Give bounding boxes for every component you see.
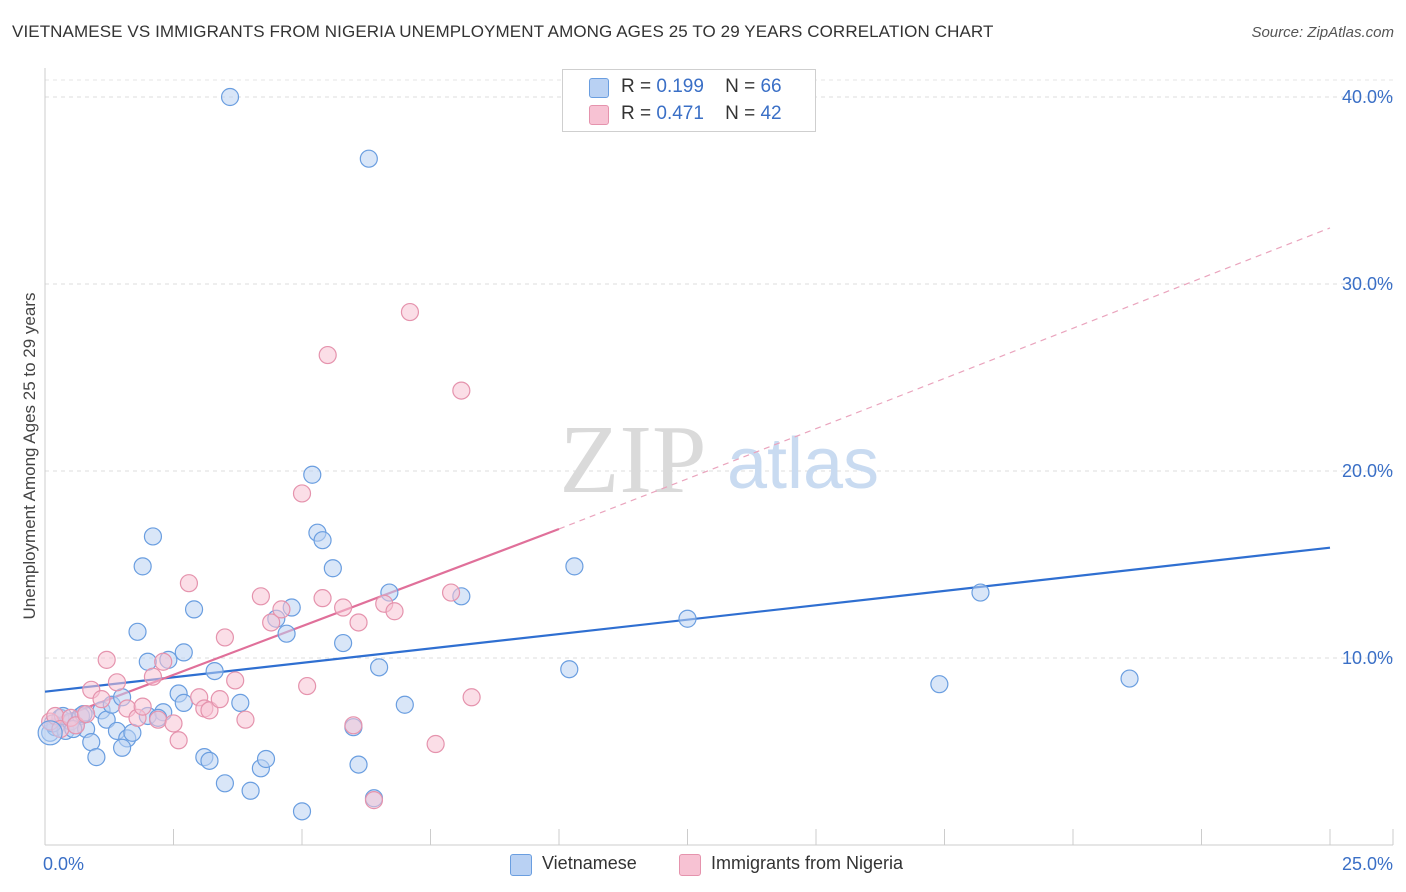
point-nigeria — [200, 701, 219, 720]
point-nigeria — [77, 704, 96, 724]
point-nigeria — [349, 613, 368, 632]
point-vietnamese — [200, 751, 219, 770]
point-nigeria — [426, 734, 445, 754]
point-vietnamese — [87, 748, 106, 767]
point-nigeria — [210, 690, 229, 709]
point-vietnamese — [241, 781, 260, 800]
point-vietnamese — [174, 643, 193, 662]
source-label: Source: ZipAtlas.com — [1251, 24, 1394, 41]
point-vietnamese — [349, 755, 368, 774]
point-nigeria — [334, 598, 353, 617]
watermark: ZIP atlas — [560, 406, 880, 514]
y-tick-label: 30.0% — [1342, 274, 1393, 294]
point-vietnamese — [323, 559, 342, 578]
legend-r-label: R = — [621, 76, 652, 97]
point-nigeria — [154, 652, 173, 671]
y-tick-label: 20.0% — [1342, 461, 1393, 481]
point-vietnamese — [678, 609, 697, 628]
point-nigeria — [292, 484, 312, 503]
chart-title: VIETNAMESE VS IMMIGRANTS FROM NIGERIA UN… — [12, 22, 994, 41]
point-vietnamese — [1120, 669, 1139, 688]
point-nigeria — [364, 791, 384, 810]
point-nigeria — [215, 628, 234, 647]
legend-swatch-vietnamese — [589, 78, 609, 98]
point-vietnamese — [565, 557, 584, 576]
point-vietnamese — [215, 774, 234, 793]
grid-lines — [45, 79, 1393, 659]
legend-n-value-nigeria: 42 — [760, 103, 782, 124]
point-nigeria — [148, 710, 168, 729]
point-vietnamese — [277, 624, 296, 643]
x-tick-label-min: 0.0% — [43, 854, 84, 874]
point-nigeria — [92, 690, 111, 709]
point-nigeria — [133, 697, 152, 716]
point-nigeria — [143, 667, 163, 686]
point-vietnamese — [292, 802, 312, 821]
bottom-legend-swatch-nigeria — [679, 854, 701, 876]
trend-line-nigeria — [44, 527, 560, 725]
legend-r-value-nigeria: 0.471 — [656, 103, 704, 124]
point-nigeria — [107, 673, 127, 692]
point-nigeria — [344, 716, 363, 735]
point-vietnamese — [256, 749, 276, 769]
point-vietnamese — [184, 600, 204, 619]
point-vietnamese — [334, 633, 353, 653]
point-nigeria — [272, 600, 291, 619]
stats-legend: R = 0.199 N = 66 R = 0.471 N = 42 — [562, 69, 816, 132]
point-nigeria — [385, 602, 404, 621]
y-tick-label: 10.0% — [1342, 648, 1393, 668]
legend-swatch-nigeria — [589, 105, 609, 125]
point-nigeria — [97, 650, 116, 669]
point-nigeria — [164, 714, 183, 733]
point-vietnamese-cluster — [37, 720, 63, 746]
point-vietnamese — [174, 693, 193, 712]
y-tick-label: 40.0% — [1342, 87, 1393, 107]
point-nigeria — [452, 381, 471, 400]
point-nigeria — [318, 345, 337, 365]
legend-r-label: R = — [621, 103, 652, 124]
watermark-atlas: atlas — [727, 424, 879, 504]
bottom-legend-label-nigeria: Immigrants from Nigeria — [711, 853, 904, 873]
point-nigeria — [66, 716, 85, 735]
point-vietnamese — [231, 693, 250, 712]
point-vietnamese — [560, 660, 579, 679]
point-vietnamese — [370, 658, 389, 677]
point-nigeria — [462, 688, 481, 707]
legend-n-label: N = — [725, 103, 756, 124]
point-nigeria — [262, 613, 281, 632]
x-tick-label-max: 25.0% — [1342, 854, 1393, 874]
legend-n-value-vietnamese: 66 — [760, 76, 782, 97]
bottom-legend-label-vietnamese: Vietnamese — [542, 853, 637, 873]
axis-labels: 10.0% 20.0% 30.0% 40.0% 0.0% 25.0% Unemploymen… — [20, 87, 1393, 874]
point-vietnamese — [359, 149, 378, 168]
point-vietnamese — [205, 661, 224, 681]
point-nigeria — [313, 589, 332, 608]
trend-line-nigeria-extrapolation — [558, 227, 1331, 530]
point-vietnamese — [128, 622, 147, 641]
y-axis-label: Unemployment Among Ages 25 to 29 years — [20, 293, 39, 620]
legend-r-value-vietnamese: 0.199 — [656, 76, 704, 97]
point-nigeria — [251, 587, 270, 606]
point-vietnamese — [133, 557, 152, 576]
point-nigeria — [298, 676, 317, 696]
point-nigeria — [236, 710, 255, 729]
point-vietnamese — [971, 583, 990, 602]
point-vietnamese — [395, 695, 414, 714]
data-points — [37, 87, 1139, 821]
point-vietnamese — [220, 87, 240, 107]
point-nigeria — [169, 731, 188, 750]
point-vietnamese — [313, 531, 332, 550]
point-vietnamese — [930, 675, 949, 694]
point-vietnamese — [143, 527, 163, 546]
legend-n-label: N = — [725, 76, 756, 97]
bottom-legend-swatch-vietnamese — [510, 854, 532, 876]
watermark-zip: ZIP — [560, 406, 707, 514]
point-vietnamese — [112, 738, 132, 757]
point-nigeria — [179, 574, 199, 593]
point-nigeria — [400, 302, 420, 322]
point-nigeria — [441, 583, 461, 602]
point-vietnamese — [303, 465, 322, 484]
point-nigeria — [226, 671, 245, 690]
